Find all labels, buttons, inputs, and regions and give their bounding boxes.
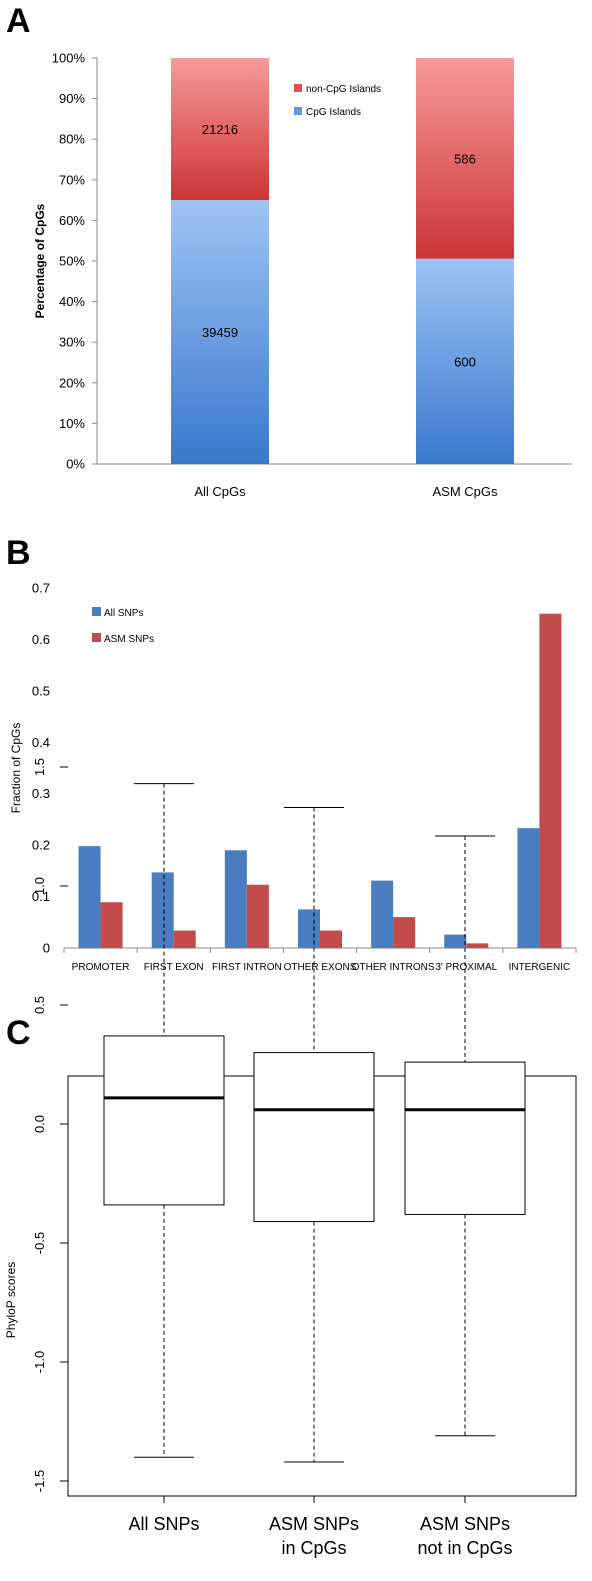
bar-asm-snps xyxy=(100,902,123,948)
x-category-label: 3' PROXIMAL xyxy=(435,962,497,973)
bar-all-snps xyxy=(224,850,247,948)
x-category-label: OTHER EXONS xyxy=(284,962,357,973)
y-tick-label: 0.5 xyxy=(32,683,50,698)
panel-letter-c: C xyxy=(6,1014,31,1052)
x-category-label: in CpGs xyxy=(281,1538,346,1558)
x-category-label: OTHER INTRONS xyxy=(352,962,435,973)
bar-all-snps xyxy=(517,828,540,948)
y-tick-label: 0.4 xyxy=(32,735,50,750)
chart-b: 0 0.1 0.2 0.3 0.4 0.5 0.6 0.7 Fraction of CpGs PR… xyxy=(9,581,577,973)
bar-asm-snps xyxy=(466,943,489,948)
x-category-label: All CpGs xyxy=(194,484,246,499)
x-category-label: FIRST EXON xyxy=(144,962,204,973)
bar-asm-snps xyxy=(246,884,269,948)
bar-all-snps xyxy=(298,909,320,948)
y-tick-label: 0.7 xyxy=(32,581,50,596)
chart-a: 0% 10% 20% 30% 40% 50% 60% 70% 80% 90% 100% Percent… xyxy=(33,51,572,499)
y-tick-label: 0% xyxy=(66,457,85,472)
chart-c: -1.5 -1.0 -0.5 0.0 0.5 1.0 1.5 PhyloP scores All… xyxy=(4,758,577,1558)
bar-non-cpg-islands xyxy=(416,58,514,259)
legend-label: All SNPs xyxy=(104,608,143,619)
y-axis-title: Fraction of CpGs xyxy=(9,723,23,814)
x-category-label: not in CpGs xyxy=(417,1538,512,1558)
y-tick-label: -0.5 xyxy=(32,1232,47,1254)
data-label-cpg-islands: 39459 xyxy=(202,325,238,340)
y-tick-label: 0 xyxy=(43,941,50,956)
x-category-label: PROMOTER xyxy=(72,962,130,973)
panel-letter-b: B xyxy=(6,534,31,572)
bar-all-snps xyxy=(78,846,101,948)
y-tick-label: 0.3 xyxy=(32,786,50,801)
legend-swatch xyxy=(92,633,101,642)
legend-swatch xyxy=(294,107,302,115)
y-tick-label: 0.1 xyxy=(32,889,50,904)
y-tick-label: 40% xyxy=(59,294,85,309)
bar-asm-snps xyxy=(393,917,416,948)
panel-letter-a: A xyxy=(6,2,31,40)
y-axis-title: PhyloP scores xyxy=(4,1262,18,1338)
y-tick-label: 60% xyxy=(59,213,85,228)
bar-asm-snps xyxy=(320,930,342,948)
y-tick-label: 100% xyxy=(52,51,86,66)
x-category-label: ASM SNPs xyxy=(269,1514,359,1534)
bar-all-snps xyxy=(371,880,394,948)
bar-asm-snps xyxy=(173,930,196,948)
y-tick-label: 10% xyxy=(59,416,85,431)
x-category-label: All SNPs xyxy=(128,1514,199,1534)
x-category-label: INTERGENIC xyxy=(509,962,571,973)
y-tick-label: 1.5 xyxy=(32,758,47,776)
x-category-label: ASM SNPs xyxy=(420,1514,510,1534)
legend-label: non-CpG Islands xyxy=(306,84,381,95)
bar-non-cpg-islands xyxy=(171,58,269,201)
data-label-non-cpg-islands: 21216 xyxy=(202,122,238,137)
y-tick-label: 20% xyxy=(59,375,85,390)
legend-swatch xyxy=(92,607,101,616)
y-tick-label: 0.2 xyxy=(32,838,50,853)
y-tick-label: 90% xyxy=(59,91,85,106)
legend-label: ASM SNPs xyxy=(104,634,154,645)
y-tick-label: 0.5 xyxy=(32,996,47,1014)
bar-cpg-islands xyxy=(171,200,269,464)
y-tick-label: -1.0 xyxy=(32,1351,47,1373)
y-tick-label: 50% xyxy=(59,254,85,269)
y-tick-label: 1.0 xyxy=(32,877,47,895)
y-axis-title: Percentage of CpGs xyxy=(33,203,47,318)
y-tick-label: 0.6 xyxy=(32,632,50,647)
data-label-cpg-islands: 600 xyxy=(454,354,476,369)
x-category-label: FIRST INTRON xyxy=(212,962,282,973)
y-tick-label: -1.5 xyxy=(32,1470,47,1492)
legend-label: CpG Islands xyxy=(306,107,361,118)
bar-asm-snps xyxy=(539,613,562,948)
legend-swatch xyxy=(294,84,302,92)
bar-all-snps xyxy=(444,934,467,948)
data-label-non-cpg-islands: 586 xyxy=(454,151,476,166)
bar-cpg-islands xyxy=(416,258,514,464)
box-iqr xyxy=(404,1061,526,1215)
bar-all-snps xyxy=(151,872,174,948)
y-tick-label: 80% xyxy=(59,132,85,147)
y-tick-label: 30% xyxy=(59,335,85,350)
y-tick-label: 0.0 xyxy=(32,1115,47,1133)
y-tick-label: 70% xyxy=(59,172,85,187)
x-category-label: ASM CpGs xyxy=(432,484,498,499)
box-iqr xyxy=(103,1035,225,1206)
box-iqr xyxy=(253,1052,375,1223)
